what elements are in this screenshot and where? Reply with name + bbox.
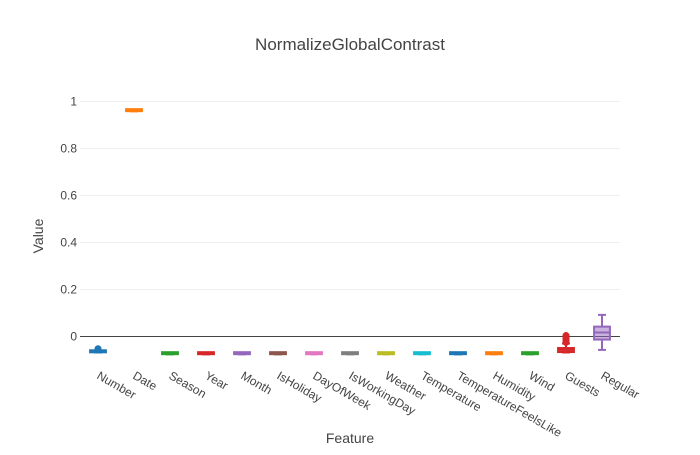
y-tick-label: 1 — [70, 94, 77, 108]
box-wind[interactable] — [521, 351, 539, 356]
box-temperaturefeelslike[interactable] — [449, 351, 467, 356]
box-series-layer — [89, 108, 611, 356]
chart-title: NormalizeGlobalContrast — [255, 35, 445, 54]
y-tick-label: 0 — [70, 329, 77, 343]
y-tick-label: 0.4 — [60, 235, 77, 249]
y-tick-labels: 0 0.2 0.4 0.6 0.8 1 — [60, 94, 77, 343]
box-isholiday[interactable] — [269, 351, 287, 356]
x-axis-title: Feature — [326, 430, 374, 446]
box-date[interactable] — [125, 108, 143, 113]
box-year[interactable] — [197, 351, 215, 356]
outlier-point — [562, 332, 570, 340]
gridlines — [80, 100, 620, 290]
y-tick-label: 0.6 — [60, 188, 77, 202]
box-number[interactable] — [89, 345, 107, 354]
box-dayofweek[interactable] — [305, 351, 323, 356]
box-temperature[interactable] — [413, 351, 431, 356]
box-month[interactable] — [233, 351, 251, 356]
box-isworkingday[interactable] — [341, 351, 359, 356]
outlier-point — [94, 345, 102, 353]
box-regular[interactable] — [593, 313, 611, 351]
y-axis-title: Value — [30, 218, 46, 253]
box-weather[interactable] — [377, 351, 395, 356]
box-season[interactable] — [161, 351, 179, 356]
y-tick-label: 0.2 — [60, 282, 77, 296]
box-guests[interactable] — [557, 332, 575, 354]
box-humidity[interactable] — [485, 351, 503, 356]
y-tick-label: 0.8 — [60, 141, 77, 155]
